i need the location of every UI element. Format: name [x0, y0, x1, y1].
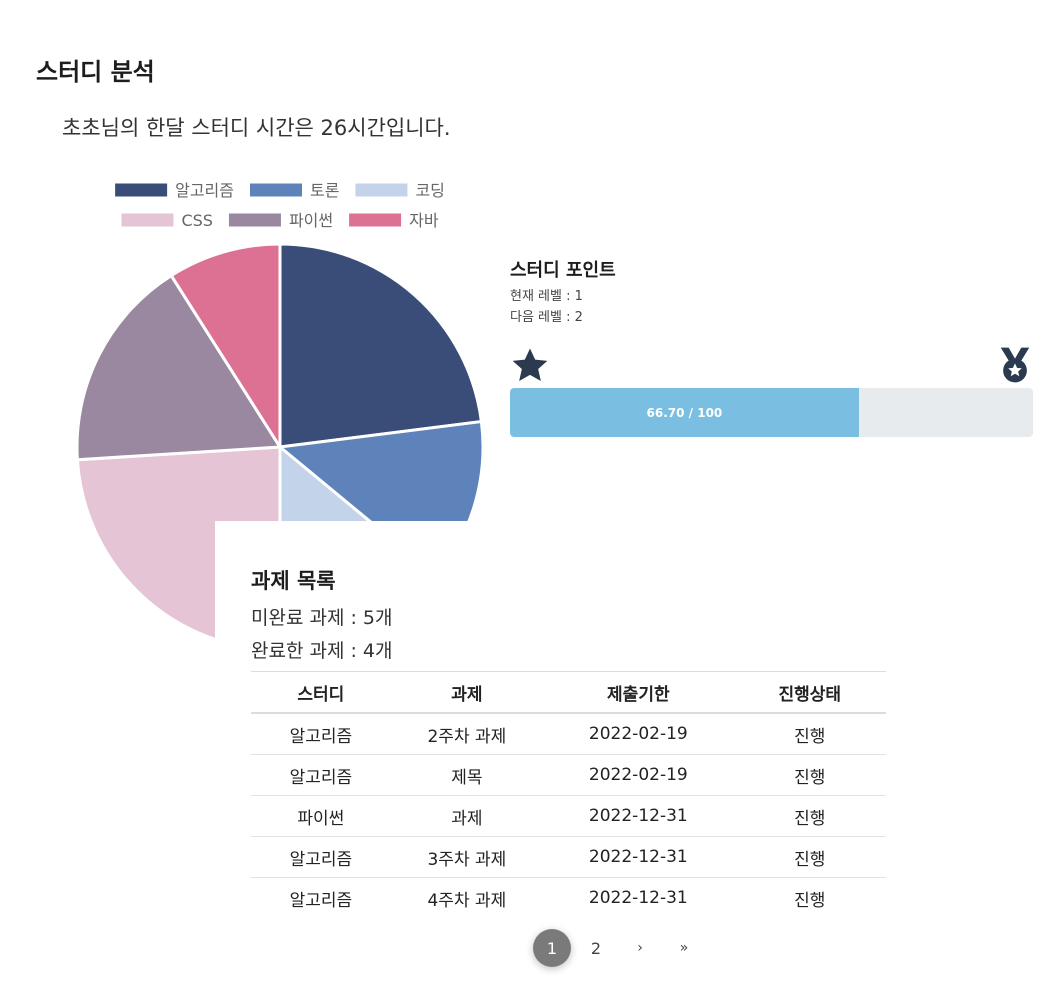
table-row[interactable]: 알고리즘 4주차 과제 2022-12-31 진행 — [251, 878, 886, 919]
legend-swatch-5[interactable] — [228, 213, 281, 227]
task-list-title: 과제 목록 — [251, 569, 336, 593]
cell-study: 알고리즘 — [251, 754, 391, 796]
pie-slice-5[interactable] — [75, 273, 283, 462]
legend-label-4[interactable]: CSS — [181, 211, 212, 230]
points-title: 스터디 포인트 — [510, 260, 616, 281]
task-list-card: 과제 목록 미완료 과제 : 5개 완료한 과제 : 4개 스터디 과제 제출기… — [215, 521, 1060, 998]
col-status: 진행상태 — [733, 671, 886, 714]
table-row[interactable]: 알고리즘 3주차 과제 2022-12-31 진행 — [251, 836, 886, 878]
page-2-button[interactable]: 2 — [590, 938, 602, 958]
legend-label-3[interactable]: 코딩 — [415, 181, 444, 200]
page-1-button[interactable]: 1 — [533, 929, 571, 967]
task-table-header: 스터디 과제 제출기한 진행상태 — [251, 671, 886, 714]
cell-status: 진행 — [794, 890, 826, 911]
complete-count: 완료한 과제 : 4개 — [251, 640, 393, 662]
legend-swatch-4[interactable] — [121, 213, 174, 227]
cell-deadline: 2022-12-31 — [543, 836, 734, 878]
current-level: 현재 레벨 : 1 — [510, 289, 583, 304]
study-time-summary: 초초님의 한달 스터디 시간은 26시간입니다. — [62, 116, 451, 140]
points-progress-fill: 66.70 / 100 — [510, 388, 859, 437]
next-level: 다음 레벨 : 2 — [510, 310, 583, 325]
level-icons-row — [510, 346, 1034, 386]
cell-study: 알고리즘 — [251, 713, 391, 755]
points-progress-bar: 66.70 / 100 — [510, 388, 1033, 437]
cell-deadline: 2022-12-31 — [588, 888, 688, 908]
last-page-button[interactable]: » — [679, 940, 689, 956]
legend-swatch-1[interactable] — [115, 183, 168, 197]
cell-deadline: 2022-02-19 — [543, 713, 734, 755]
star-icon — [512, 348, 548, 381]
col-deadline: 제출기한 — [543, 671, 734, 714]
cell-task: 3주차 과제 — [390, 836, 544, 878]
legend-label-1[interactable]: 알고리즘 — [175, 181, 234, 200]
table-row[interactable]: 알고리즘 제목 2022-02-19 진행 — [251, 754, 886, 796]
cell-study: 파이썬 — [251, 795, 391, 837]
cell-task: 4주차 과제 — [427, 890, 507, 911]
table-row[interactable]: 알고리즘 2주차 과제 2022-02-19 진행 — [251, 713, 886, 755]
cell-task: 2주차 과제 — [390, 713, 544, 755]
legend-swatch-2[interactable] — [250, 183, 302, 197]
cell-task: 제목 — [390, 754, 544, 796]
pagination: 1 2 › » — [533, 929, 709, 967]
cell-study: 알고리즘 — [289, 890, 353, 911]
study-points-panel: 스터디 포인트 현재 레벨 : 1 다음 레벨 : 2 66.70 / 100 — [510, 256, 1034, 437]
col-task: 과제 — [390, 671, 544, 714]
cell-task: 과제 — [390, 795, 544, 837]
progress-label: 66.70 / 100 — [646, 405, 723, 420]
pie-slice-1[interactable] — [278, 242, 484, 449]
page-title: 스터디 분석 — [36, 58, 155, 86]
legend-label-2[interactable]: 토론 — [310, 181, 339, 200]
legend-swatch-6[interactable] — [349, 213, 402, 227]
pie-slice-6[interactable] — [169, 242, 282, 453]
legend-swatch-3[interactable] — [355, 183, 408, 197]
next-page-button[interactable]: › — [637, 940, 643, 956]
cell-status: 진행 — [733, 836, 886, 878]
cell-study: 알고리즘 — [251, 836, 391, 878]
cell-deadline: 2022-12-31 — [543, 795, 734, 837]
legend-label-5[interactable]: 파이썬 — [289, 211, 333, 230]
cell-status: 진행 — [733, 713, 886, 755]
col-study: 스터디 — [251, 671, 391, 714]
cell-deadline: 2022-02-19 — [543, 754, 734, 796]
incomplete-count: 미완료 과제 : 5개 — [251, 607, 393, 629]
cell-status: 진행 — [733, 795, 886, 837]
legend-label-6[interactable]: 자바 — [409, 211, 439, 230]
task-table: 스터디 과제 제출기한 진행상태 알고리즘 2주차 과제 2022-02-19 … — [251, 671, 886, 918]
cell-status: 진행 — [733, 754, 886, 796]
medal-icon — [1000, 347, 1030, 383]
table-row[interactable]: 파이썬 과제 2022-12-31 진행 — [251, 795, 886, 837]
